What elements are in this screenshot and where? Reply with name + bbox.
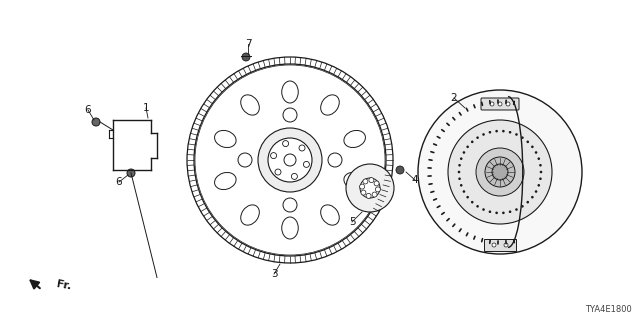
Circle shape bbox=[283, 108, 297, 122]
Circle shape bbox=[521, 205, 524, 208]
Circle shape bbox=[299, 145, 305, 151]
Circle shape bbox=[498, 102, 502, 106]
Circle shape bbox=[303, 161, 309, 167]
Ellipse shape bbox=[214, 172, 236, 189]
Circle shape bbox=[361, 190, 366, 195]
Circle shape bbox=[539, 178, 541, 180]
Ellipse shape bbox=[214, 131, 236, 148]
Circle shape bbox=[291, 173, 298, 180]
Ellipse shape bbox=[241, 95, 259, 115]
Circle shape bbox=[485, 157, 515, 187]
Circle shape bbox=[495, 212, 498, 214]
Circle shape bbox=[531, 196, 534, 198]
Ellipse shape bbox=[344, 172, 365, 189]
Circle shape bbox=[283, 198, 297, 212]
Circle shape bbox=[460, 184, 463, 187]
Text: 6: 6 bbox=[84, 105, 92, 115]
Text: 2: 2 bbox=[451, 93, 458, 103]
Text: 1: 1 bbox=[143, 103, 149, 113]
Circle shape bbox=[482, 133, 485, 136]
Circle shape bbox=[448, 120, 552, 224]
Circle shape bbox=[521, 136, 524, 139]
Circle shape bbox=[275, 169, 281, 175]
Circle shape bbox=[490, 102, 494, 106]
Circle shape bbox=[527, 140, 529, 143]
Circle shape bbox=[460, 157, 463, 160]
Circle shape bbox=[458, 171, 460, 173]
Circle shape bbox=[360, 184, 365, 189]
Circle shape bbox=[538, 157, 540, 160]
Circle shape bbox=[482, 208, 485, 211]
Bar bbox=[484, 239, 516, 251]
Circle shape bbox=[540, 171, 542, 173]
Circle shape bbox=[471, 201, 474, 204]
Circle shape bbox=[283, 140, 289, 147]
Text: 7: 7 bbox=[244, 39, 252, 49]
Circle shape bbox=[372, 192, 377, 197]
Circle shape bbox=[328, 153, 342, 167]
Ellipse shape bbox=[241, 205, 259, 225]
Circle shape bbox=[515, 208, 518, 211]
Ellipse shape bbox=[282, 217, 298, 239]
Circle shape bbox=[467, 196, 469, 198]
Ellipse shape bbox=[321, 95, 339, 115]
Circle shape bbox=[506, 102, 510, 106]
Circle shape bbox=[509, 211, 511, 213]
Circle shape bbox=[535, 151, 538, 154]
Circle shape bbox=[127, 169, 135, 177]
Circle shape bbox=[369, 178, 374, 183]
Circle shape bbox=[195, 65, 385, 255]
Circle shape bbox=[284, 154, 296, 166]
Circle shape bbox=[495, 130, 498, 132]
Circle shape bbox=[418, 90, 582, 254]
Text: 5: 5 bbox=[349, 217, 355, 227]
Circle shape bbox=[360, 178, 380, 198]
Circle shape bbox=[527, 201, 529, 204]
Circle shape bbox=[376, 187, 380, 192]
Circle shape bbox=[238, 153, 252, 167]
Circle shape bbox=[258, 128, 322, 192]
Circle shape bbox=[463, 151, 465, 154]
Circle shape bbox=[476, 148, 524, 196]
Circle shape bbox=[92, 118, 100, 126]
Circle shape bbox=[492, 243, 496, 247]
Ellipse shape bbox=[344, 131, 365, 148]
Circle shape bbox=[538, 184, 540, 187]
Circle shape bbox=[476, 136, 479, 139]
Ellipse shape bbox=[282, 81, 298, 103]
Text: Fr.: Fr. bbox=[56, 279, 72, 291]
Circle shape bbox=[509, 131, 511, 133]
Circle shape bbox=[458, 164, 461, 166]
Circle shape bbox=[488, 131, 492, 133]
Circle shape bbox=[374, 181, 379, 186]
Circle shape bbox=[463, 190, 465, 193]
Circle shape bbox=[476, 205, 479, 208]
Text: 6: 6 bbox=[116, 177, 122, 187]
Text: 3: 3 bbox=[271, 269, 277, 279]
Circle shape bbox=[271, 153, 276, 159]
Circle shape bbox=[396, 166, 404, 174]
Circle shape bbox=[346, 164, 394, 212]
Circle shape bbox=[504, 243, 508, 247]
Circle shape bbox=[488, 211, 492, 213]
Circle shape bbox=[502, 212, 505, 214]
Text: 4: 4 bbox=[412, 175, 419, 185]
Circle shape bbox=[515, 133, 518, 136]
Circle shape bbox=[242, 53, 250, 61]
Circle shape bbox=[492, 164, 508, 180]
Circle shape bbox=[535, 190, 538, 193]
Ellipse shape bbox=[321, 205, 339, 225]
Circle shape bbox=[467, 146, 469, 148]
Text: TYA4E1800: TYA4E1800 bbox=[585, 305, 632, 314]
Circle shape bbox=[471, 140, 474, 143]
Circle shape bbox=[458, 178, 461, 180]
Circle shape bbox=[502, 130, 505, 132]
Circle shape bbox=[366, 193, 371, 198]
Circle shape bbox=[531, 146, 534, 148]
Circle shape bbox=[268, 138, 312, 182]
Circle shape bbox=[539, 164, 541, 166]
Circle shape bbox=[363, 179, 368, 184]
FancyBboxPatch shape bbox=[481, 98, 519, 110]
